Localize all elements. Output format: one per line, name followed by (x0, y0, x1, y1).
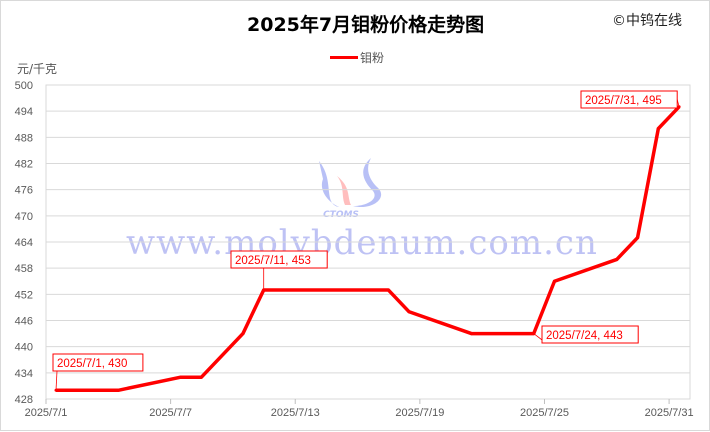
y-tick-label: 440 (15, 342, 33, 354)
x-tick-label: 2025/7/1 (25, 407, 68, 419)
x-tick-label: 2025/7/25 (520, 407, 569, 419)
x-tick-label: 2025/7/31 (645, 407, 694, 419)
y-tick-label: 452 (15, 289, 33, 301)
y-tick-label: 428 (15, 394, 33, 406)
y-tick-label: 464 (15, 237, 33, 249)
y-tick-label: 494 (15, 106, 33, 118)
y-axis-unit: 元/千克 (17, 62, 58, 76)
annotation-box (580, 90, 678, 109)
x-tick-label: 2025/7/7 (149, 407, 192, 419)
y-tick-label: 482 (15, 159, 33, 171)
annotation-label: 2025/7/24, 443 (546, 330, 623, 342)
annotation-leader (55, 370, 58, 391)
annotation-label: 2025/7/11, 453 (235, 255, 311, 267)
y-tick-label: 458 (15, 263, 33, 275)
logo-text: CTOMS (323, 210, 359, 220)
legend-swatch (330, 56, 358, 59)
y-tick-label: 488 (15, 132, 33, 144)
legend: 钼粉 (330, 49, 384, 66)
y-tick-label: 434 (15, 368, 33, 380)
y-tick-label: 476 (15, 185, 33, 197)
x-tick-label: 2025/7/19 (395, 407, 444, 419)
chart-title: 2025年7月钼粉价格走势图 (247, 14, 485, 36)
copyright: ©中钨在线 (612, 13, 682, 29)
ctoms-logo: CTOMS (319, 158, 382, 220)
y-tick-label: 500 (15, 80, 33, 92)
legend-label: 钼粉 (360, 51, 385, 65)
series-line-molybdenum-powder (56, 105, 681, 393)
annotation-box (230, 250, 328, 269)
watermark-text: www.molybdenum.com.cn (126, 223, 598, 263)
annotation-label: 2025/7/1, 430 (57, 358, 127, 370)
y-tick-label: 470 (15, 211, 33, 223)
y-tick-label: 446 (15, 316, 33, 328)
annotation-box (541, 325, 639, 344)
annotation-label: 2025/7/31, 495 (585, 95, 662, 107)
x-tick-label: 2025/7/13 (271, 407, 320, 419)
annotation-box (52, 353, 144, 372)
